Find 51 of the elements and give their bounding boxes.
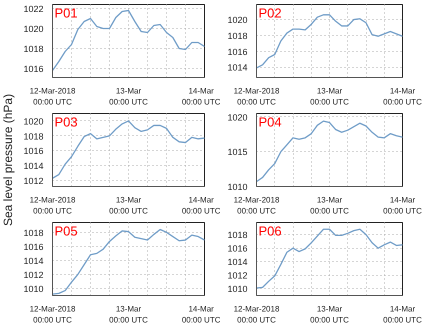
y-tick-label: 1012 (23, 270, 44, 280)
x-tick-label: 13-Mar 00:00 UTC (310, 304, 350, 324)
x-tick-label: 14-Mar 00:00 UTC (383, 196, 422, 216)
y-tick-label: 1016 (227, 244, 248, 254)
x-tick-label: 13-Mar 00:00 UTC (310, 196, 350, 216)
y-tick-label: 1010 (23, 284, 44, 294)
x-tick-label: 14-Mar 00:00 UTC (182, 196, 221, 216)
y-tick-label: 1020 (227, 112, 248, 122)
y-tick-label: 1018 (227, 30, 248, 41)
chart-title: P02 (258, 6, 282, 20)
x-tick-label: 13-Mar 00:00 UTC (109, 304, 148, 324)
y-tick-label: 1020 (23, 24, 44, 34)
y-tick-label: 1010 (227, 182, 248, 192)
chart-title: P03 (54, 114, 78, 130)
x-tick-label: 14-Mar 00:00 UTC (182, 304, 221, 324)
x-tick-label: 14-Mar 00:00 UTC (383, 86, 422, 106)
x-tick-label: 13-Mar 00:00 UTC (109, 86, 148, 106)
x-tick-label: 12-Mar-2018 00:00 UTC (234, 196, 280, 216)
x-tick-label: 13-Mar 00:00 UTC (109, 196, 148, 216)
y-tick-label: 1020 (227, 15, 248, 26)
y-tick-label: 1014 (227, 257, 248, 268)
y-tick-label: 1022 (23, 4, 44, 14)
x-tick-label: 12-Mar-2018 00:00 UTC (30, 196, 76, 216)
y-tick-label: 1018 (23, 131, 44, 142)
x-tick-label: 12-Mar-2018 00:00 UTC (30, 304, 76, 324)
y-tick-label: 1010 (227, 284, 248, 294)
y-axis-title: Sea level pressure (hPa) (0, 94, 16, 226)
y-tick-label: 1018 (227, 230, 248, 240)
y-tick-label: 1015 (227, 147, 248, 158)
y-tick-label: 1016 (23, 146, 44, 156)
y-tick-label: 1016 (23, 64, 44, 74)
y-tick-label: 1016 (227, 46, 248, 57)
x-tick-label: 14-Mar 00:00 UTC (383, 304, 422, 324)
x-tick-label: 12-Mar-2018 00:00 UTC (30, 86, 76, 106)
y-tick-label: 1014 (23, 161, 44, 172)
y-tick-label: 1012 (227, 270, 248, 281)
y-tick-label: 1020 (23, 116, 44, 126)
y-tick-label: 1014 (227, 62, 248, 73)
chart-title: P05 (54, 224, 78, 238)
chart-title: P06 (258, 224, 282, 238)
y-tick-label: 1018 (23, 228, 44, 238)
y-tick-label: 1016 (23, 242, 44, 252)
x-tick-label: 14-Mar 00:00 UTC (182, 86, 221, 106)
chart-title: P01 (54, 6, 78, 20)
x-tick-label: 13-Mar 00:00 UTC (310, 86, 350, 106)
y-tick-label: 1012 (23, 176, 44, 186)
chart-title: P04 (258, 114, 282, 130)
y-tick-label: 1014 (23, 256, 44, 266)
x-tick-label: 12-Mar-2018 00:00 UTC (234, 86, 280, 106)
x-tick-label: 12-Mar-2018 00:00 UTC (234, 304, 280, 324)
y-tick-label: 1018 (23, 44, 44, 54)
